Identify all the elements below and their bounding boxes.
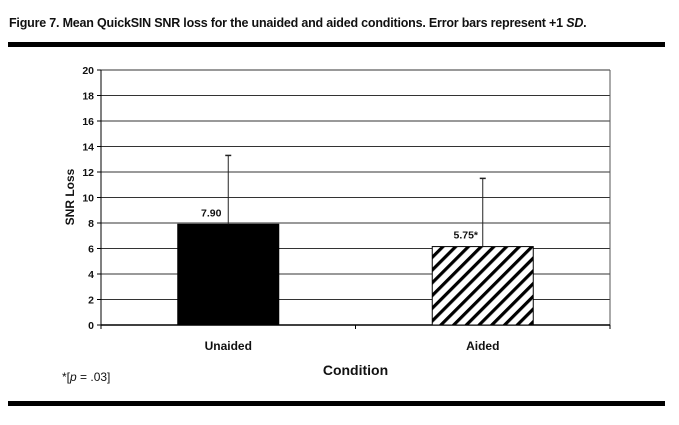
y-tick-label: 18 [82,91,94,103]
bar-aided [431,246,534,326]
top-rule [8,42,665,47]
caption-end: . [583,16,587,30]
figure-caption: Figure 7. Mean QuickSIN SNR loss for the… [9,16,587,30]
footnote-value: = .03] [76,370,111,384]
data-label: 5.75* [453,230,478,242]
x-axis-title: Condition [323,362,388,378]
x-tick-label: Unaided [205,339,252,353]
bar-unaided [177,223,280,326]
y-tick-label: 12 [82,167,94,179]
y-tick-label: 14 [82,142,94,154]
caption-sd: SD [566,16,584,30]
y-tick-label: 10 [82,193,94,205]
footnote: *[p = .03] [62,370,110,384]
y-tick-label: 20 [82,65,94,77]
y-tick-label: 0 [88,320,94,332]
caption-text: Figure 7. Mean QuickSIN SNR loss for the… [9,16,567,30]
bottom-rule [8,401,665,406]
y-axis-title: SNR Loss [63,168,77,225]
y-tick-label: 8 [88,218,94,230]
y-tick-label: 2 [88,295,94,307]
x-tick-label: Aided [466,339,499,353]
y-tick-label: 16 [82,116,94,128]
footnote-open: *[ [62,370,71,384]
footnote-p: p [70,370,77,384]
y-tick-label: 4 [88,269,94,281]
y-tick-label: 6 [88,244,94,256]
data-label: 7.90 [201,207,222,219]
